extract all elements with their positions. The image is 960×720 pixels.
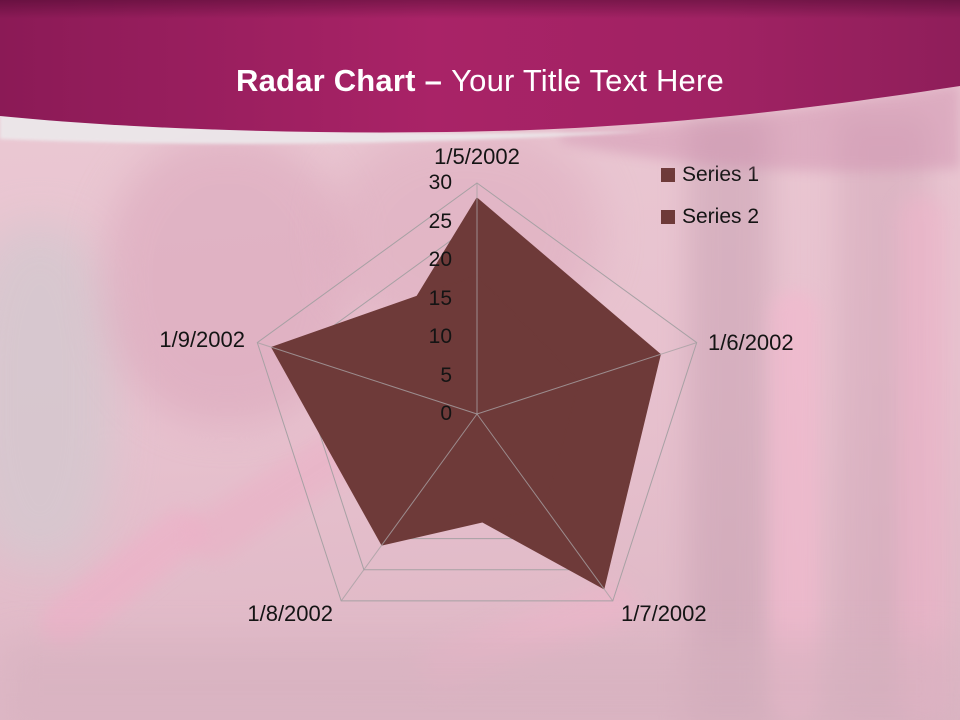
slide-title-bold: Radar Chart <box>236 63 416 98</box>
legend-swatch-icon <box>661 167 675 182</box>
legend-item: Series 2 <box>661 205 759 228</box>
radar-axis-spoke <box>476 342 697 415</box>
slide-title-rest: Your Title Text Here <box>451 63 724 98</box>
header-band-top-shade <box>0 0 960 133</box>
radar-axis-spoke <box>340 413 478 602</box>
slide-title: Radar Chart – Your Title Text Here <box>0 63 960 99</box>
header-wave-band <box>0 0 960 172</box>
radar-axis-spoke <box>476 413 614 602</box>
legend-swatch-icon <box>661 209 675 224</box>
legend-label: Series 2 <box>682 204 760 228</box>
slide-title-separator: – <box>424 63 443 98</box>
